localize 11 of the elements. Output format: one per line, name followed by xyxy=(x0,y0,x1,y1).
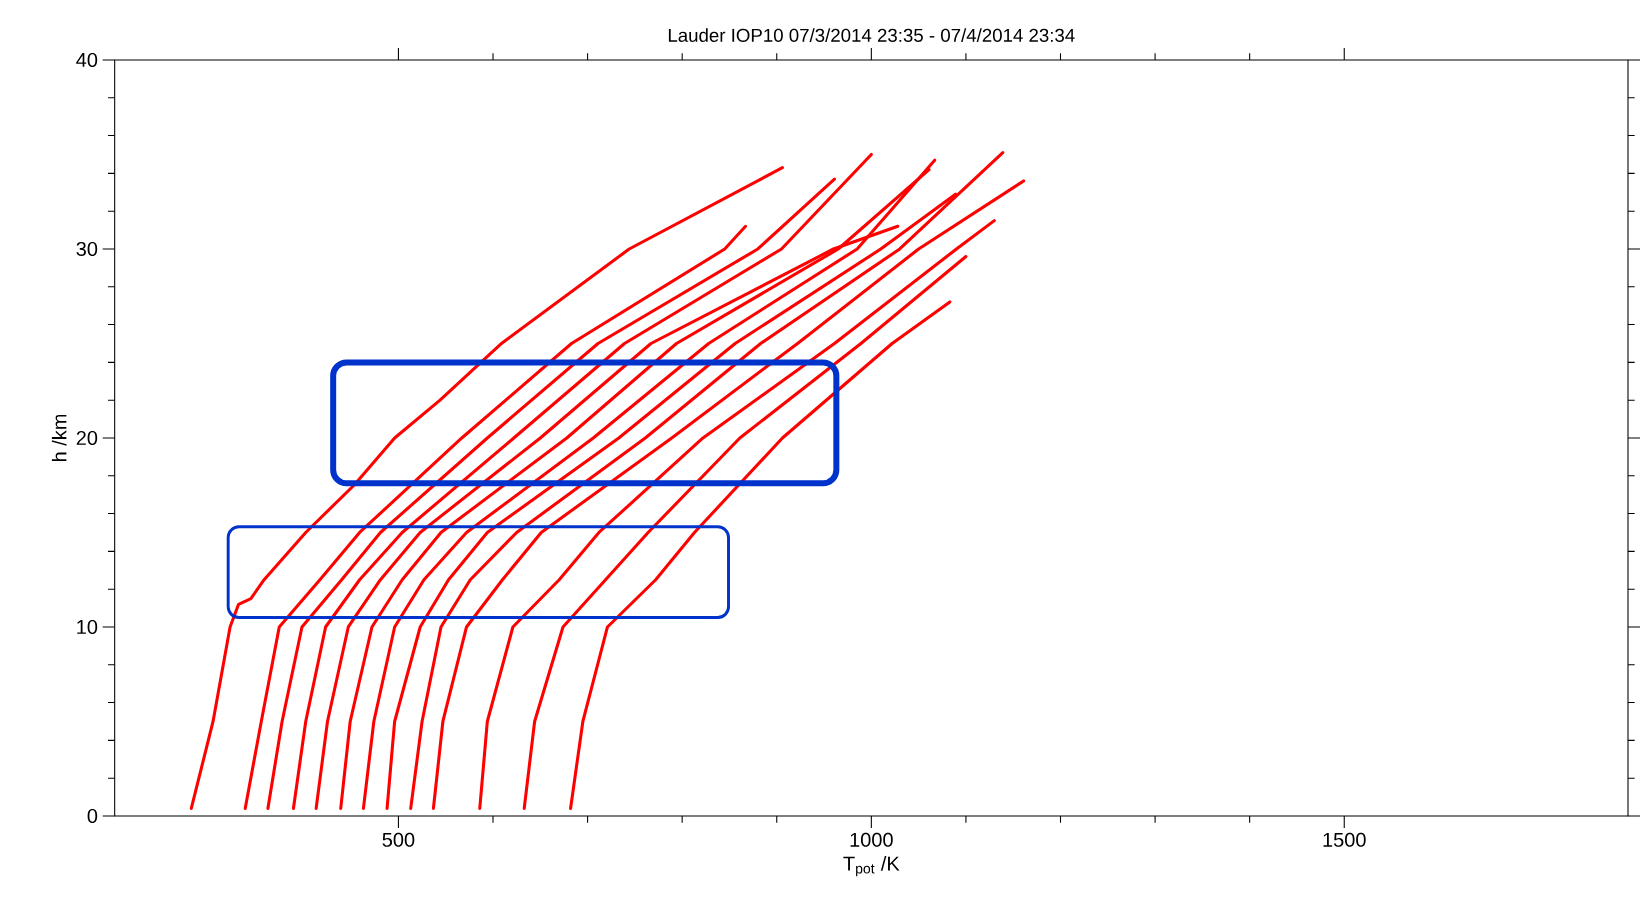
y-axis-title: h /km xyxy=(51,414,67,462)
x-tick-label: 1500 xyxy=(1323,832,1366,847)
y-tick-label: 40 xyxy=(76,52,98,68)
y-tick-label: 20 xyxy=(76,430,98,446)
x-axis-title: T$_{pot}$ /K xyxy=(843,856,900,877)
y-tick-label: 10 xyxy=(77,619,98,635)
x-tick-label: 1000 xyxy=(850,832,893,847)
x-tick-label: 500 xyxy=(382,832,415,847)
y-tick-label: 0 xyxy=(87,808,98,824)
y-tick-label: 30 xyxy=(76,241,98,257)
chart-title: Lauder IOP10 07/3/2014 23:35 - 07/4/2014 23:34 xyxy=(668,28,1075,42)
